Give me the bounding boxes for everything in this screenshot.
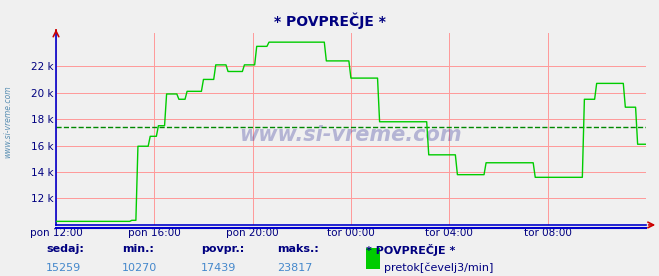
Text: maks.:: maks.: [277,244,318,254]
Text: * POVPREČJE *: * POVPREČJE * [273,12,386,29]
Text: www.si-vreme.com: www.si-vreme.com [240,125,462,145]
Text: * POVPREČJE *: * POVPREČJE * [366,244,455,256]
Text: 15259: 15259 [46,263,81,273]
Text: 10270: 10270 [122,263,157,273]
Text: min.:: min.: [122,244,154,254]
Text: sedaj:: sedaj: [46,244,84,254]
Text: www.si-vreme.com: www.si-vreme.com [3,85,13,158]
Text: pretok[čevelj3/min]: pretok[čevelj3/min] [384,263,494,273]
Text: 23817: 23817 [277,263,312,273]
Text: povpr.:: povpr.: [201,244,244,254]
Text: 17439: 17439 [201,263,237,273]
